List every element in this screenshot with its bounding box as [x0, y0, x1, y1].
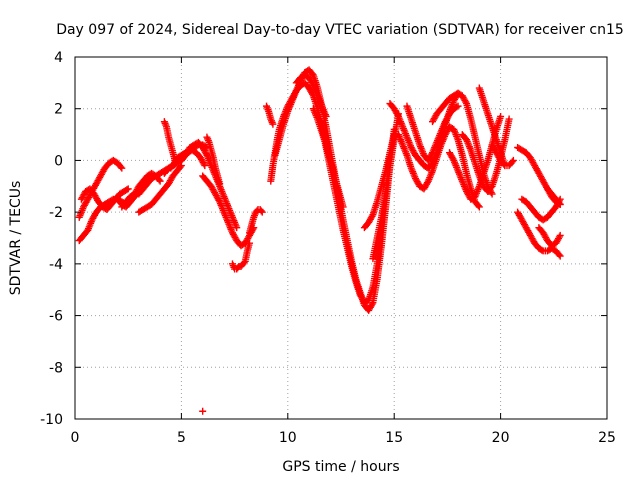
y-tick-label: -8	[49, 360, 63, 376]
track-t24	[394, 123, 483, 211]
track-t13	[245, 206, 266, 237]
y-tick-label: -2	[49, 205, 63, 221]
track-t22	[369, 110, 402, 263]
track-t7	[160, 118, 179, 164]
x-tick-label: 0	[71, 430, 80, 446]
x-tick-label: 5	[177, 430, 186, 446]
track-t10	[203, 133, 224, 188]
track-t35	[543, 185, 564, 208]
track-t14	[199, 407, 207, 415]
track-t34	[535, 224, 564, 250]
x-tick-label: 15	[385, 430, 403, 446]
track-t29	[475, 84, 509, 170]
track-t12	[228, 239, 253, 273]
y-axis-label: SDTVAR / TECUs	[8, 181, 24, 296]
track-t17	[263, 102, 277, 128]
x-tick-labels: 0 5 10 15 20 25	[71, 430, 616, 446]
axis-ticks	[74, 56, 608, 420]
track-t31	[514, 208, 564, 260]
track-t18	[292, 71, 330, 120]
track-t33	[518, 195, 564, 224]
track-t5	[135, 162, 185, 216]
track-t2	[77, 185, 132, 214]
y-tick-label: -4	[49, 257, 63, 273]
track-t30	[488, 141, 517, 170]
y-tick-label: 4	[54, 50, 63, 66]
x-tick-label: 10	[279, 430, 297, 446]
track-t20	[318, 118, 334, 164]
track-t25	[403, 102, 462, 164]
y-tick-label: -10	[40, 412, 63, 428]
data-markers	[75, 66, 564, 415]
chart-title: Day 097 of 2024, Sidereal Day-to-day VTE…	[56, 22, 624, 38]
plot-frame	[74, 56, 608, 420]
y-tick-label: -6	[49, 309, 63, 325]
y-tick-label: 2	[54, 102, 63, 118]
y-tick-labels: -10 -8 -6 -4 -2 0 2 4	[40, 50, 63, 428]
x-tick-label: 25	[598, 430, 616, 446]
y-tick-label: 0	[54, 153, 63, 169]
x-axis-label: GPS time / hours	[282, 459, 399, 475]
x-tick-label: 20	[492, 430, 510, 446]
grid-lines	[75, 57, 607, 419]
